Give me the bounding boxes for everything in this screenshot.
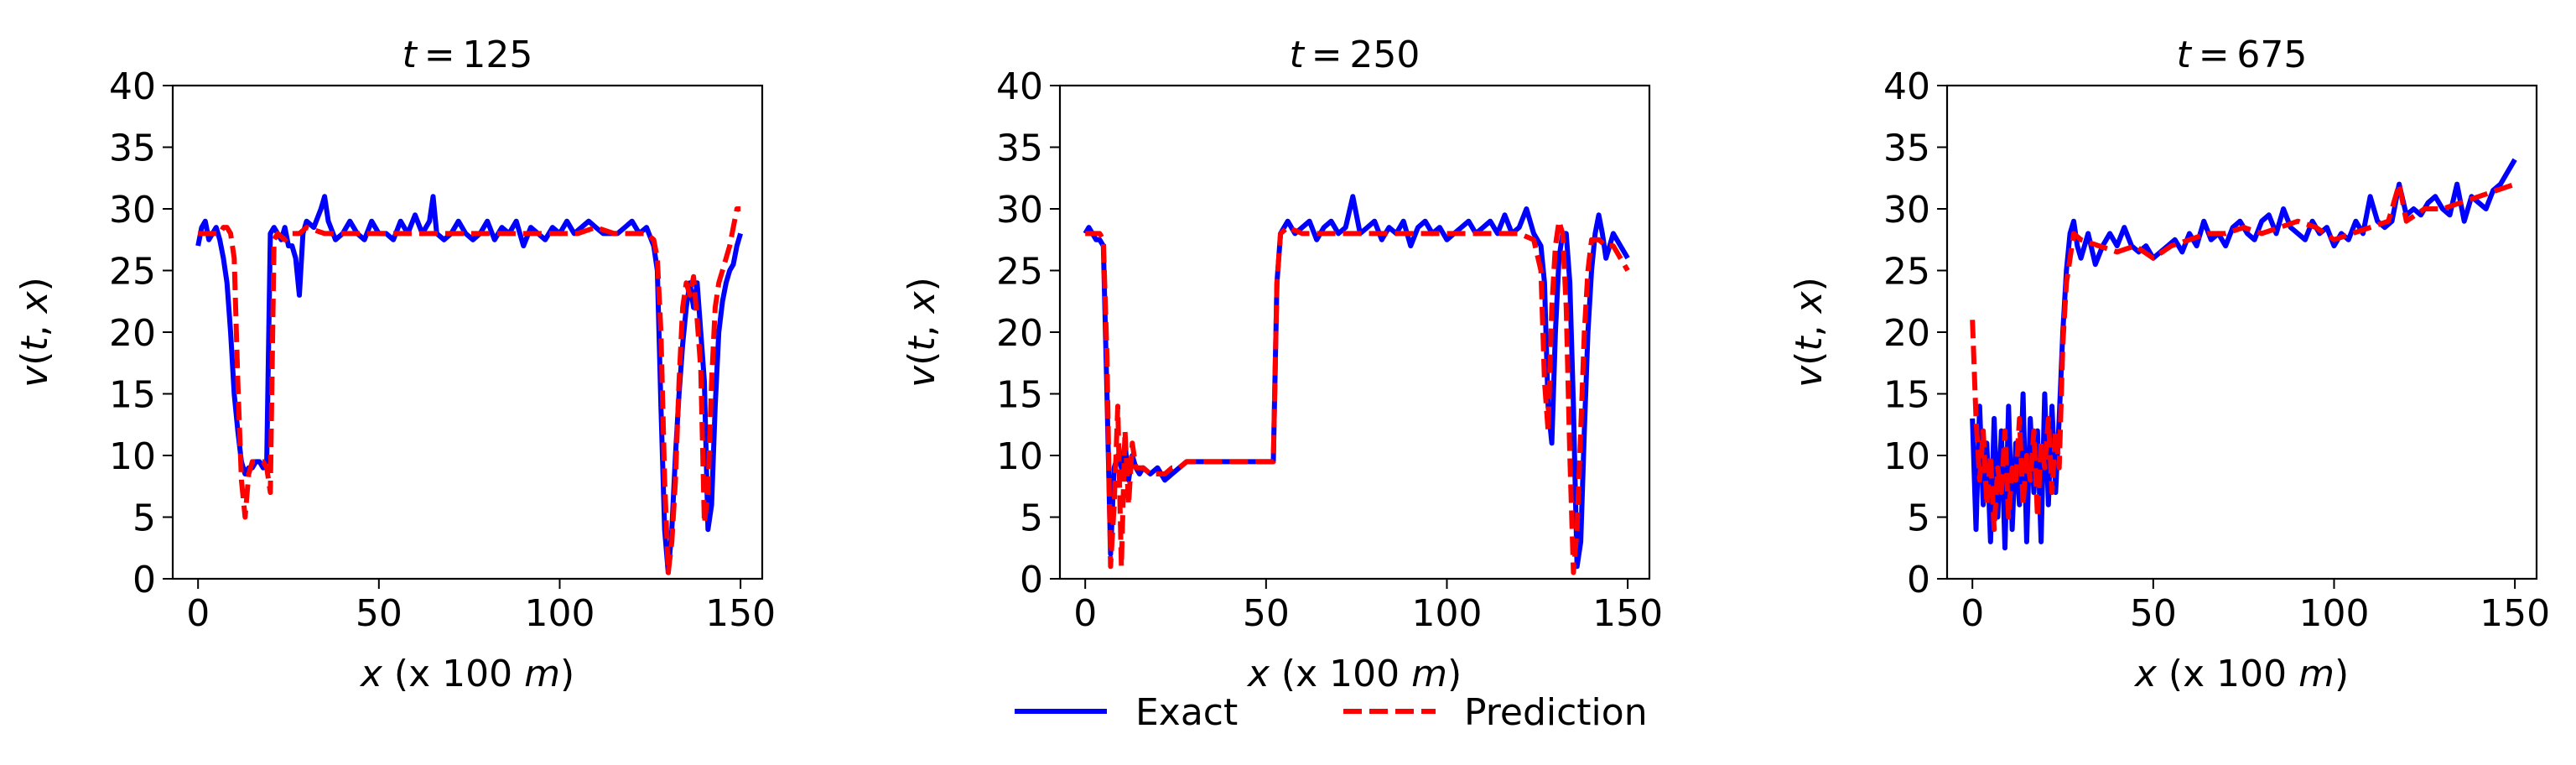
- x-axis-label: x (x 100 m): [359, 653, 574, 695]
- x-tick-label: 100: [2298, 592, 2369, 635]
- series-prediction-line: [1970, 181, 2516, 533]
- y-tick-label: 30: [109, 189, 156, 232]
- y-tick-label: 30: [1883, 189, 1930, 232]
- series-prediction-line: [198, 206, 741, 575]
- x-tick-label: 100: [524, 592, 595, 635]
- y-tick-label: 40: [996, 65, 1043, 108]
- chart-panel-2: 0 5 10 15 20 25 30 35 40 0 50 100 150 t = 250 x (x 100…: [901, 34, 1663, 695]
- y-tick-label: 25: [996, 251, 1043, 294]
- y-tick-label: 20: [996, 312, 1043, 355]
- series-exact-line: [1083, 194, 1630, 570]
- y-axis-label: v(t, x): [901, 277, 943, 388]
- x-tick-label: 50: [1243, 592, 1290, 635]
- x-tick-label: 0: [1961, 592, 1984, 635]
- y-tick-label: 10: [1883, 435, 1930, 478]
- y-tick-label: 0: [1020, 559, 1043, 601]
- y-tick-label: 35: [109, 128, 156, 170]
- y-tick-label: 20: [109, 312, 156, 355]
- y-tick-label: 10: [109, 435, 156, 478]
- chart-title: t = 675: [2177, 34, 2308, 76]
- series-prediction-line: [1085, 218, 1630, 575]
- series-exact-line: [195, 194, 743, 575]
- x-tick-label: 100: [1411, 592, 1482, 635]
- y-tick-label: 15: [1883, 374, 1930, 417]
- chart-panel-1: 0 5 10 15 20 25 30 35 40 0 50 100 150 t = 125 x (x 100…: [13, 34, 776, 695]
- y-axis-label: v(t, x): [1788, 277, 1831, 388]
- x-axis-label: x (x 100 m): [1246, 653, 1462, 695]
- y-tick-label: 35: [1883, 128, 1930, 170]
- y-tick-label: 40: [1883, 65, 1930, 108]
- chart-panel-3: 0 5 10 15 20 25 30 35 40 0 50 100 150 t = 675 x (x 100…: [1788, 34, 2550, 695]
- y-tick-label: 5: [132, 497, 156, 540]
- chart-title: t = 250: [1290, 34, 1420, 76]
- legend-label-prediction: Prediction: [1464, 691, 1648, 734]
- y-tick-label: 25: [1883, 251, 1930, 294]
- y-tick-label: 0: [1907, 559, 1930, 601]
- x-tick-label: 150: [2480, 592, 2550, 635]
- legend-label-exact: Exact: [1135, 691, 1238, 734]
- x-tick-label: 50: [2130, 592, 2177, 635]
- y-tick-label: 0: [132, 559, 156, 601]
- y-tick-label: 35: [996, 128, 1043, 170]
- y-tick-label: 30: [996, 189, 1043, 232]
- y-tick-label: 5: [1907, 497, 1930, 540]
- chart-title: t = 125: [402, 34, 533, 76]
- y-tick-label: 15: [996, 374, 1043, 417]
- y-tick-label: 15: [109, 374, 156, 417]
- y-tick-label: 5: [1020, 497, 1043, 540]
- y-tick-label: 25: [109, 251, 156, 294]
- legend: Exact Prediction: [1015, 691, 1648, 734]
- y-tick-label: 10: [996, 435, 1043, 478]
- x-tick-label: 150: [705, 592, 776, 635]
- x-tick-label: 0: [186, 592, 210, 635]
- x-axis-label: x (x 100 m): [2133, 653, 2349, 695]
- y-axis-label: v(t, x): [13, 277, 56, 388]
- x-tick-label: 50: [356, 592, 402, 635]
- x-tick-label: 150: [1592, 592, 1663, 635]
- x-tick-label: 0: [1073, 592, 1097, 635]
- plot-frame: [1058, 84, 1651, 580]
- y-tick-label: 40: [109, 65, 156, 108]
- y-tick-label: 20: [1883, 312, 1930, 355]
